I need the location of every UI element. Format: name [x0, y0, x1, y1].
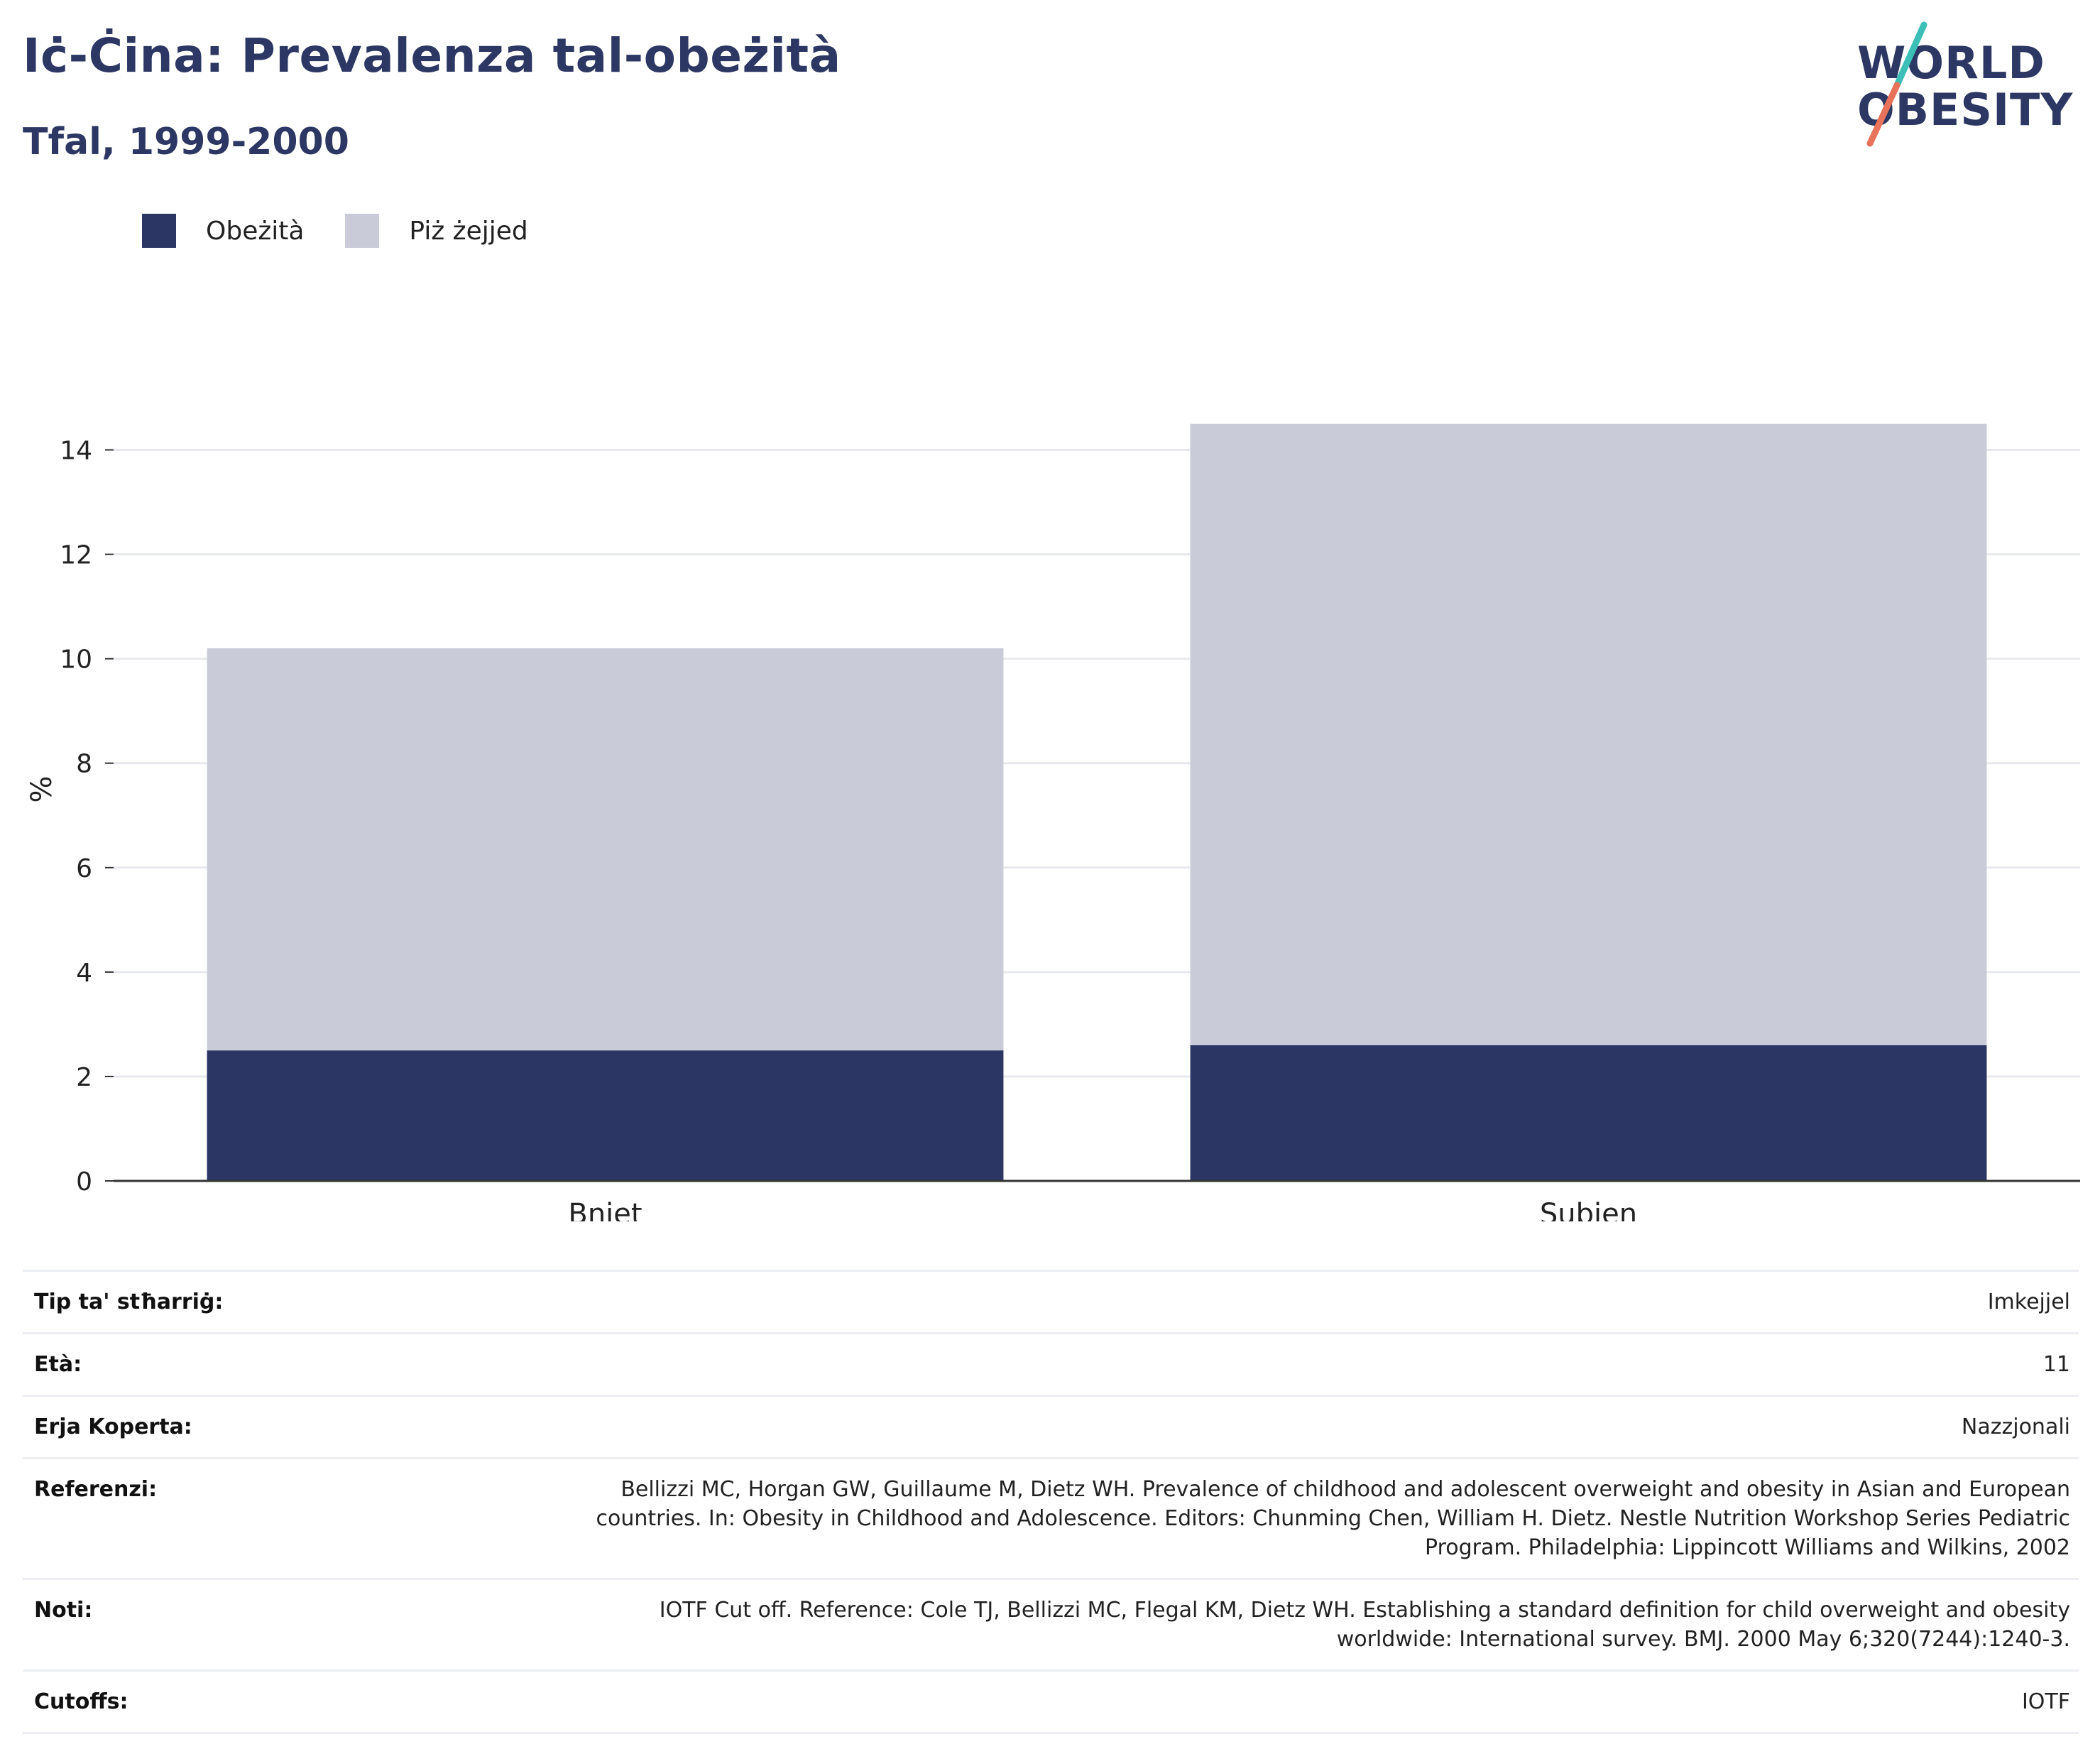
y-tick-label: 4	[76, 959, 92, 988]
legend-swatch-overweight	[345, 214, 380, 248]
chart-title: Iċ-Ċina: Prevalenza tal-obeżità	[23, 28, 841, 83]
y-tick-label: 8	[76, 750, 92, 779]
info-value: 11	[2042, 1352, 2070, 1377]
logo-line-1: WORLD	[1857, 37, 2045, 89]
y-tick-label: 12	[60, 541, 92, 570]
info-row: Erja Koperta: Nazzjonali	[23, 1395, 2079, 1457]
x-category-label: Subien	[1540, 1198, 1637, 1221]
info-label: Noti:	[34, 1598, 93, 1623]
bar-overweight-subien	[1190, 423, 1987, 1045]
info-label: Cutoffs:	[34, 1689, 128, 1714]
legend-item-overweight[interactable]: Piż żejjed	[345, 214, 528, 248]
info-row: Referenzi: Bellizzi MC, Horgan GW, Guilla…	[23, 1457, 2079, 1578]
bar-obesity-subien	[1190, 1045, 1987, 1181]
y-tick-label: 10	[60, 645, 92, 675]
info-label: Età:	[34, 1352, 82, 1377]
info-value: Bellizzi MC, Horgan GW, Guillaume M, Die…	[596, 1477, 2070, 1560]
info-value: Nazzjonali	[1961, 1415, 2070, 1439]
y-tick-label: 2	[76, 1063, 92, 1092]
info-label: Tip ta' stħarriġ:	[34, 1290, 224, 1314]
stacked-bar-chart: 0 2 4 6 8 10 12 14% Bniet Subien	[26, 423, 2080, 1221]
x-category-label: Bniet	[568, 1198, 642, 1221]
legend-swatch-obesity	[142, 214, 176, 248]
legend-label-obesity: Obeżità	[206, 216, 305, 246]
y-tick-label: 14	[60, 437, 92, 466]
info-row: Noti: IOTF Cut off. Reference: Cole TJ, B…	[23, 1578, 2079, 1669]
chart-subtitle: Tfal, 1999-2000	[23, 121, 349, 163]
survey-info-table: Tip ta' stħarriġ: Imkejjel Età: 11 Erja Kope…	[23, 1270, 2079, 1734]
logo-slash-icon	[1866, 21, 1927, 147]
y-axis-label: %	[26, 775, 58, 802]
info-value: IOTF	[2021, 1689, 2070, 1714]
world-obesity-logo: WORLD OBESITY	[1853, 21, 2087, 149]
legend-label-overweight: Piż żejjed	[409, 216, 528, 246]
bar-obesity-bniet	[207, 1050, 1004, 1181]
y-tick-label: 0	[76, 1167, 92, 1197]
info-label: Referenzi:	[34, 1477, 158, 1502]
info-row: Tip ta' stħarriġ: Imkejjel	[23, 1270, 2079, 1332]
info-row: Cutoffs: IOTF	[23, 1669, 2079, 1734]
info-label: Erja Koperta:	[34, 1415, 192, 1439]
bar-overweight-bniet	[207, 648, 1004, 1051]
chart-legend: Obeżità Piż żejjed	[142, 213, 569, 249]
legend-item-obesity[interactable]: Obeżità	[142, 214, 304, 248]
info-value: Imkejjel	[1987, 1290, 2070, 1314]
y-tick-label: 6	[76, 854, 92, 883]
info-value: IOTF Cut off. Reference: Cole TJ, Belliz…	[659, 1598, 2070, 1652]
info-row: Età: 11	[23, 1332, 2079, 1395]
